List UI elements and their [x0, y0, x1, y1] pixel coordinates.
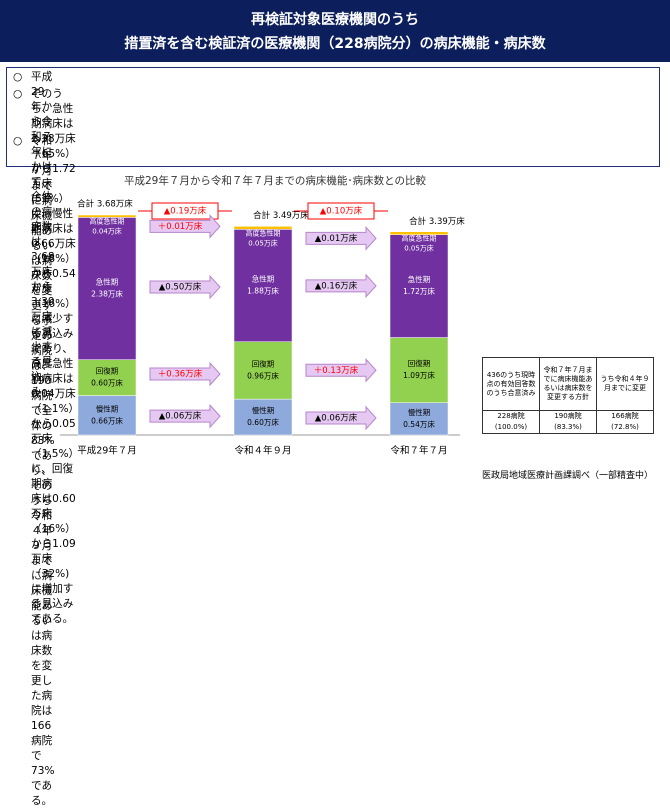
chart-title: 平成29年７月から令和７年７月までの病床機能･病床数との比較	[124, 174, 427, 187]
segment-name-label: 回復期	[252, 358, 275, 368]
segment-name-label: 急性期	[408, 274, 431, 284]
change-arrow-label: ＋0.13万床	[314, 365, 359, 376]
bullet-text: 平成29年から令和７年にかけて、全体の病床数は3.68万床から3.39万床に減少…	[31, 71, 55, 398]
change-arrow	[305, 357, 377, 383]
segment-name-label: 慢性期	[96, 403, 119, 413]
segment-value-label: 0.96万床	[247, 370, 279, 380]
segment-value-label: 1.72万床	[403, 286, 435, 296]
summary-table: 436のうち現時点の有効回答数のうち合意済み 令和７年７月までに病床機能あるいは…	[482, 357, 654, 434]
change-arrow-label: ▲0.16万床	[315, 280, 358, 291]
category-label: 令和７年７月	[390, 445, 447, 457]
segment-value-label: 2.38万床	[91, 289, 123, 299]
segment-name-label: 急性期	[96, 277, 119, 287]
bullet-marker: ○	[13, 135, 23, 147]
segment-value-label: 0.05万床	[404, 244, 434, 253]
change-arrow	[149, 361, 221, 387]
segment-name-label: 高度急性期	[246, 228, 281, 237]
segment-value-label: 0.66万床	[91, 415, 123, 425]
summary-percent-changed: (72.8%)	[596, 422, 654, 434]
bar-segment	[77, 217, 137, 360]
total-change-label: ▲0.19万床	[164, 206, 207, 217]
segment-name-label: 回復期	[96, 366, 119, 376]
change-arrow	[149, 214, 221, 239]
bullet-marker: ○	[13, 71, 23, 83]
summary-percent-plan: (83.3%)	[539, 422, 597, 434]
page-title-line1: 再検証対象医療機関のうち	[251, 12, 419, 28]
bullet-marker: ○	[13, 88, 23, 100]
bar-segment	[77, 359, 137, 396]
source-note: 医政局地域医療計画課調べ（一部精査中）	[482, 471, 654, 481]
total-change-label: ▲0.10万床	[320, 206, 363, 217]
bar-segment	[389, 337, 449, 403]
segment-name-label: 慢性期	[252, 405, 275, 415]
bar-segment	[233, 226, 293, 230]
bar-segment	[233, 341, 293, 400]
bar-segment	[389, 231, 449, 235]
bar-segment	[233, 229, 293, 342]
segment-name-label: 慢性期	[408, 407, 431, 417]
change-arrow-label: ▲0.01万床	[315, 233, 358, 244]
bar-segment	[77, 214, 137, 218]
category-label: 平成29年７月	[77, 445, 137, 457]
change-arrow	[305, 226, 377, 251]
category-label: 令和４年９月	[234, 445, 291, 457]
total-label: 合計 3.49万床	[253, 210, 309, 221]
summary-value-plan: 190病院	[539, 410, 597, 422]
bar-segment	[389, 234, 449, 338]
segment-name-label: 急性期	[252, 274, 275, 284]
segment-name-label: 高度急性期	[402, 234, 437, 243]
change-arrow-label: ▲0.50万床	[159, 282, 202, 293]
change-arrow	[149, 403, 221, 429]
segment-value-label: 0.54万床	[403, 419, 435, 429]
change-arrow	[305, 273, 377, 299]
bar-segment	[233, 398, 293, 436]
summary-header-agreed: 436のうち現時点の有効回答数のうち合意済み	[482, 357, 540, 411]
summary-box: ○ 平成29年から令和７年にかけて、全体の病床数は3.68万床から3.39万床に…	[6, 67, 660, 807]
summary-value-agreed: 228病院	[482, 410, 540, 422]
total-label: 合計 3.39万床	[409, 216, 465, 227]
segment-value-label: 0.05万床	[248, 238, 278, 247]
segment-name-label: 回復期	[408, 358, 431, 368]
segment-value-label: 1.88万床	[247, 286, 279, 296]
bar-segment	[77, 395, 137, 436]
page-title-line2: 措置済を含む検証済の医療機関（228病院分）の病床機能・病床数	[124, 36, 546, 52]
summary-header-changed: うち令和４年９月までに変更	[596, 357, 654, 411]
header-banner: 再検証対象医療機関のうち 措置済を含む検証済の医療機関（228病院分）の病床機能…	[0, 0, 670, 62]
summary-value-changed: 166病院	[596, 410, 654, 422]
segment-value-label: 0.60万床	[247, 417, 279, 427]
bed-function-stacked-bar-chart: 平成29年７月から令和７年７月までの病床機能･病床数との比較平成29年７月合計 …	[60, 174, 465, 457]
segment-name-label: 高度急性期	[90, 216, 125, 225]
change-arrow	[305, 405, 377, 431]
segment-value-label: 1.09万床	[403, 370, 435, 380]
change-arrow	[149, 274, 221, 300]
change-arrow-label: ＋0.01万床	[158, 221, 203, 232]
summary-percent-agreed: (100.0%)	[482, 422, 540, 434]
bar-segment	[389, 402, 449, 436]
total-label: 合計 3.68万床	[77, 199, 133, 210]
segment-value-label: 0.04万床	[92, 226, 122, 235]
summary-header-plan: 令和７年７月までに病床機能あるいは病床数を変更する方針	[539, 357, 597, 411]
change-arrow-label: ＋0.36万床	[158, 369, 203, 380]
change-arrow-label: ▲0.06万床	[315, 412, 358, 423]
segment-value-label: 0.60万床	[91, 378, 123, 388]
change-arrow-label: ▲0.06万床	[159, 411, 202, 422]
